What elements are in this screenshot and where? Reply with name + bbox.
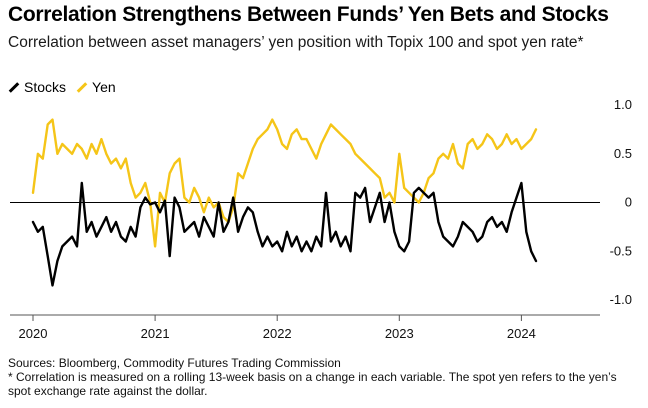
y-tick-label--0.5: -0.5 [610, 243, 632, 258]
legend-label-yen: Yen [92, 79, 116, 95]
sources-note: Sources: Bloomberg, Commodity Futures Tr… [8, 356, 341, 370]
series-line-stocks [31, 181, 538, 287]
footnote: * Correlation is measured on a rolling 1… [8, 370, 617, 398]
y-tick-label-1.0: 1.0 [614, 97, 632, 112]
y-tick-label-0.5: 0.5 [614, 146, 632, 161]
chart-legend: Stocks Yen [8, 79, 116, 95]
legend-item-yen: Yen [76, 79, 116, 95]
series-line-yen [31, 118, 538, 248]
x-tick-label-2021: 2021 [141, 326, 170, 341]
y-tick-label-0: 0 [625, 195, 632, 210]
line-chart: 2020 2021 2022 2023 2024 1.0 0.5 0 -0.5 -1.0 [10, 97, 632, 341]
x-tick-label-2022: 2022 [263, 326, 292, 341]
x-tick-label-2024: 2024 [507, 326, 536, 341]
page-subtitle: Correlation between asset managers’ yen … [8, 34, 584, 51]
legend-item-stocks: Stocks [8, 79, 66, 95]
legend-label-stocks: Stocks [24, 79, 67, 95]
page-title: Correlation Strengthens Between Funds’ Y… [8, 3, 609, 26]
x-tick-label-2020: 2020 [19, 326, 48, 341]
chart-footer: Sources: Bloomberg, Commodity Futures Tr… [8, 356, 640, 398]
x-tick-label-2023: 2023 [385, 326, 414, 341]
y-tick-label--1.0: -1.0 [610, 292, 632, 307]
